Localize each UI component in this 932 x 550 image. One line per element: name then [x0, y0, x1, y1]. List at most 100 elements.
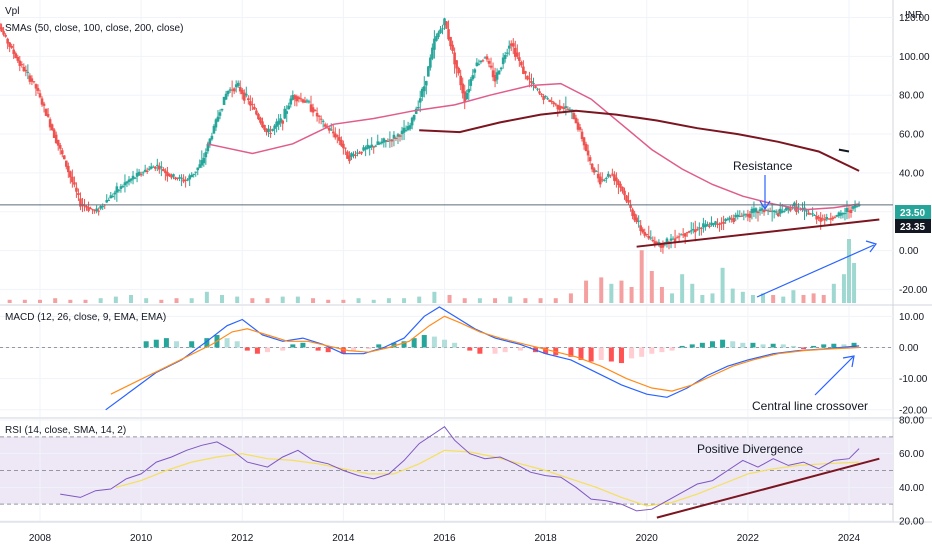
- volume-bar: [629, 287, 634, 303]
- candle-body: [576, 122, 580, 130]
- candle-body: [710, 222, 713, 226]
- candle-body: [675, 237, 679, 239]
- candle-body: [497, 70, 501, 75]
- candle-body: [801, 208, 804, 210]
- candle-body: [669, 238, 673, 241]
- candle-body: [477, 63, 481, 65]
- candle-body: [32, 81, 36, 83]
- candle-body: [554, 103, 558, 105]
- macd-hist-bar: [730, 341, 736, 348]
- candle-body: [427, 66, 430, 77]
- macd-pane[interactable]: 10.00 0.00 -10.00 -20.00 MACD (12, 26, clos…: [0, 306, 928, 417]
- candle-body: [435, 36, 438, 41]
- candle-body: [728, 217, 731, 220]
- candle-body: [406, 126, 410, 131]
- macd-label: MACD (12, 26, close, 9, EMA, EMA): [5, 312, 166, 323]
- candle-body: [689, 230, 693, 232]
- x-tick-label: 2008: [29, 533, 52, 544]
- candle-body: [12, 49, 16, 55]
- candle-body: [473, 69, 477, 73]
- candle-body: [89, 208, 92, 210]
- volume-bar: [311, 298, 316, 303]
- candle-body: [141, 172, 145, 174]
- candle-body: [368, 145, 371, 149]
- candle-body: [607, 173, 610, 177]
- candle-body: [22, 66, 26, 72]
- candle-body: [218, 112, 222, 116]
- macd-hist-bar: [163, 338, 169, 348]
- candle-body: [200, 160, 204, 166]
- candle-body: [226, 90, 230, 95]
- volume-bar: [584, 280, 589, 303]
- candle-body: [489, 65, 493, 68]
- candle-body: [410, 117, 414, 126]
- candle-body: [789, 208, 792, 211]
- candle-body: [623, 190, 626, 196]
- rsi-pane[interactable]: 80.00 60.00 40.00 20.00 RSI (14, close, SMA…: [0, 416, 924, 528]
- candle-body: [659, 243, 663, 248]
- x-tick-label: 2014: [332, 533, 355, 544]
- y-tick-label: 0.00: [899, 343, 919, 354]
- candle-body: [44, 108, 48, 116]
- candle-body: [568, 109, 572, 111]
- candle-body: [174, 177, 177, 180]
- x-tick-label: 2010: [130, 533, 153, 544]
- y-tick-label: -20.00: [899, 405, 928, 416]
- candle-body: [556, 104, 560, 110]
- candle-body: [62, 155, 66, 160]
- candle-body: [708, 225, 711, 227]
- candle-body: [392, 134, 396, 139]
- candle-body: [621, 186, 624, 192]
- candle-body: [236, 82, 240, 87]
- rsi-trendline: [656, 457, 880, 519]
- candle-body: [38, 93, 42, 98]
- candle-body: [691, 229, 695, 231]
- candle-body: [71, 176, 74, 183]
- candle-body: [625, 195, 628, 202]
- macd-hist-bar: [143, 341, 149, 348]
- candle-body: [105, 199, 109, 203]
- candle-body: [726, 219, 729, 221]
- candle-body: [819, 217, 822, 222]
- candle-body: [564, 106, 568, 109]
- candle-body: [333, 133, 337, 138]
- candle-body: [760, 208, 764, 211]
- candle-body: [52, 129, 56, 138]
- candle-body: [639, 225, 642, 231]
- candle-body: [137, 171, 141, 176]
- candle-body: [267, 128, 270, 133]
- volume-bar: [204, 291, 209, 303]
- candle-body: [805, 210, 808, 212]
- volume-bar: [841, 274, 846, 303]
- candle-body: [615, 177, 618, 182]
- candle-body: [400, 130, 404, 135]
- volume-bar: [402, 298, 407, 303]
- candle-body: [833, 217, 837, 219]
- candle-body: [323, 124, 327, 127]
- candle-body: [327, 127, 331, 131]
- candle-body: [570, 109, 574, 111]
- sma-value: 23.35: [900, 222, 925, 233]
- candle-body: [609, 175, 612, 177]
- candle-body: [386, 141, 390, 143]
- candle-body: [279, 118, 282, 123]
- candle-body: [774, 211, 778, 213]
- currency-label: INR: [905, 10, 922, 21]
- price-pane[interactable]: 120.00100.0080.0060.0040.0020.000.00-20.…: [0, 0, 931, 304]
- macd-hist-bar: [366, 347, 372, 350]
- candle-body: [176, 177, 179, 179]
- macd-hist-bar: [421, 335, 427, 348]
- volume-bar: [670, 293, 675, 303]
- candle-body: [453, 52, 456, 65]
- price-axis: 120.00100.0080.0060.0040.0020.000.00-20.…: [899, 13, 930, 296]
- candle-body: [465, 92, 469, 100]
- candle-body: [293, 95, 297, 100]
- candle-body: [121, 186, 125, 188]
- candle-body: [479, 60, 483, 63]
- candle-body: [115, 186, 119, 193]
- candle-body: [558, 105, 562, 111]
- candle-body: [317, 115, 321, 117]
- candle-body: [647, 236, 651, 239]
- candle-body: [75, 187, 78, 192]
- candle-body: [164, 170, 167, 174]
